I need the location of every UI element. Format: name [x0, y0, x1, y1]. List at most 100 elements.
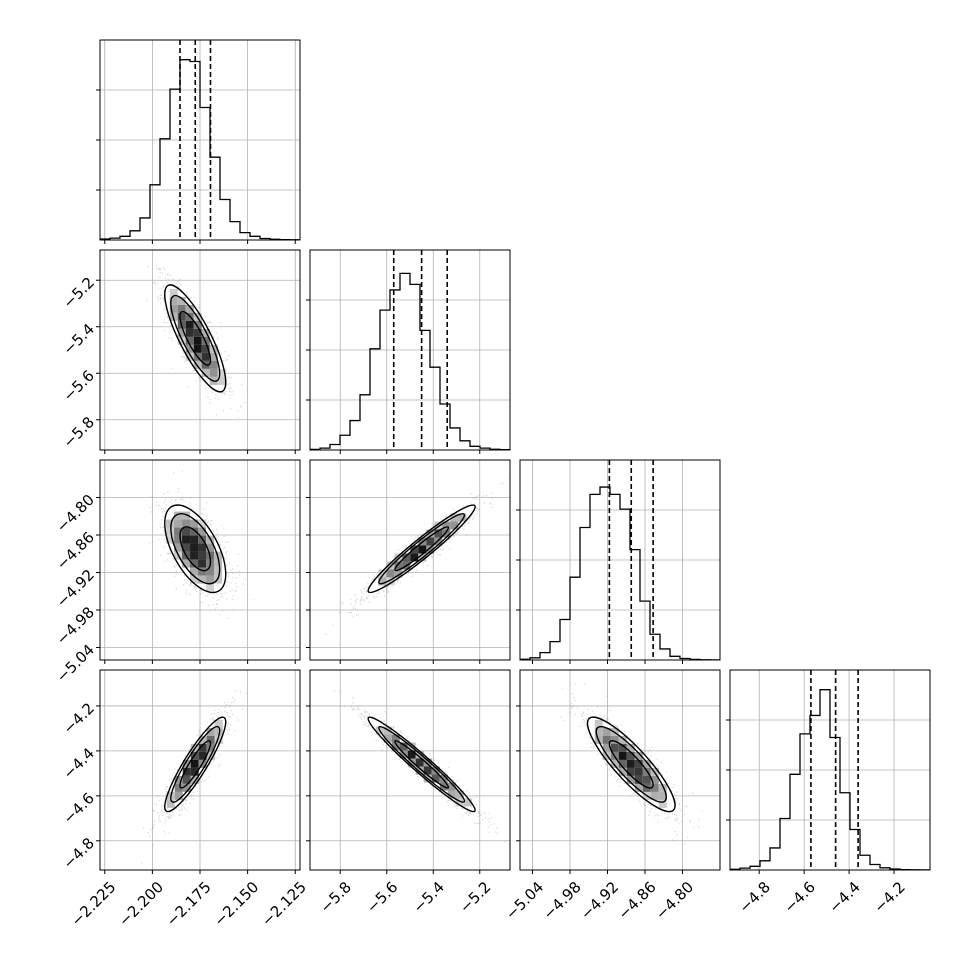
- contour-0: [608, 740, 654, 789]
- density-cell: [658, 783, 667, 792]
- contour-1: [595, 725, 667, 803]
- density-cell: [618, 751, 627, 760]
- hist-panel-2: [516, 459, 721, 664]
- xtick-label-3-3: −4.2: [870, 878, 908, 916]
- xtick-label-0-1: −2.200: [115, 878, 167, 930]
- density-cell: [193, 360, 202, 369]
- density-cell: [602, 727, 611, 736]
- ytick-label-1-3: −5.2: [60, 274, 98, 312]
- xtick-label-1-0: −5.8: [316, 878, 354, 916]
- density-cell: [426, 545, 435, 554]
- density-cell: [217, 376, 226, 385]
- contour-1: [170, 513, 221, 585]
- density-cell: [182, 775, 191, 784]
- density-cell: [198, 735, 207, 744]
- density-cell: [177, 328, 186, 337]
- density-cell: [185, 304, 194, 313]
- density-cell: [458, 513, 467, 522]
- density-cell: [214, 719, 223, 728]
- density-cell: [410, 553, 419, 562]
- xtick-label-2-2: −4.92: [577, 878, 622, 923]
- density-cell: [198, 527, 207, 536]
- density-cell: [198, 551, 207, 560]
- xtick-label-1-2: −5.4: [410, 878, 448, 916]
- xtick-label-3-2: −4.4: [825, 878, 863, 916]
- density-cell: [658, 799, 667, 808]
- scatter-panel-2-1: [306, 459, 511, 664]
- contour-1: [170, 725, 221, 803]
- density-cell: [206, 575, 215, 584]
- density-cell: [434, 529, 443, 538]
- density-cell: [455, 790, 464, 799]
- density-cell: [185, 352, 194, 361]
- contour-2: [367, 504, 476, 594]
- density-cell: [402, 553, 411, 562]
- density-cell: [431, 766, 440, 775]
- density-cell: [415, 758, 424, 767]
- contour-0: [179, 526, 212, 572]
- density-cell: [182, 767, 191, 776]
- density-cell: [418, 545, 427, 554]
- density-cell: [190, 551, 199, 560]
- histogram-1: [310, 272, 510, 450]
- density-cell: [193, 344, 202, 353]
- density-cell: [634, 751, 643, 760]
- density-cell: [182, 759, 191, 768]
- density-cell: [634, 759, 643, 768]
- density-cell: [174, 775, 183, 784]
- ytick-label-2-0: −5.04: [53, 641, 98, 686]
- density-cell: [174, 543, 183, 552]
- density-cell: [618, 759, 627, 768]
- density-cell: [447, 782, 456, 791]
- density-cell: [634, 775, 643, 784]
- ytick-label-2-3: −4.86: [53, 528, 98, 573]
- contour-2: [586, 716, 676, 813]
- density-cell: [214, 559, 223, 568]
- density-cell: [177, 304, 186, 313]
- density-cell: [169, 304, 178, 313]
- density-cell: [177, 296, 186, 305]
- density-cell: [426, 529, 435, 538]
- hist-panel-1: [306, 249, 511, 454]
- ytick-label-2-1: −4.98: [53, 603, 98, 648]
- density-cell: [198, 575, 207, 584]
- density-cell: [190, 567, 199, 576]
- density-cell: [185, 328, 194, 337]
- density-cell: [214, 727, 223, 736]
- density-cell: [206, 543, 215, 552]
- density-cell: [201, 352, 210, 361]
- density-cell: [182, 527, 191, 536]
- histogram-0: [100, 59, 300, 240]
- density-cell: [185, 336, 194, 345]
- xtick-label-2-3: −4.86: [615, 878, 660, 923]
- density-cell: [206, 583, 215, 592]
- density-cell: [217, 368, 226, 377]
- density-cell: [594, 719, 603, 728]
- density-cell: [650, 775, 659, 784]
- density-cell: [383, 734, 392, 743]
- density-cell: [209, 352, 218, 361]
- density-cell: [610, 759, 619, 768]
- density-cell: [190, 767, 199, 776]
- density-cell: [206, 727, 215, 736]
- density-cell: [415, 766, 424, 775]
- scatter-panel-3-0: [96, 669, 301, 874]
- density-cell: [423, 766, 432, 775]
- xtick-label-3-0: −4.8: [735, 878, 773, 916]
- density-cell: [182, 783, 191, 792]
- density-cell: [642, 775, 651, 784]
- density-cell: [391, 734, 400, 743]
- density-cell: [610, 735, 619, 744]
- ytick-label-1-1: −5.6: [60, 367, 98, 405]
- density-cell: [201, 344, 210, 353]
- density-cell: [198, 743, 207, 752]
- density-cell: [198, 519, 207, 528]
- density-cell: [201, 368, 210, 377]
- density-cell: [626, 743, 635, 752]
- density-cell: [423, 758, 432, 767]
- density-cell: [206, 743, 215, 752]
- xtick-label-2-4: −4.80: [652, 878, 697, 923]
- xtick-label-0-2: −2.175: [163, 878, 215, 930]
- density-cell: [618, 743, 627, 752]
- ytick-label-3-2: −4.4: [60, 744, 98, 782]
